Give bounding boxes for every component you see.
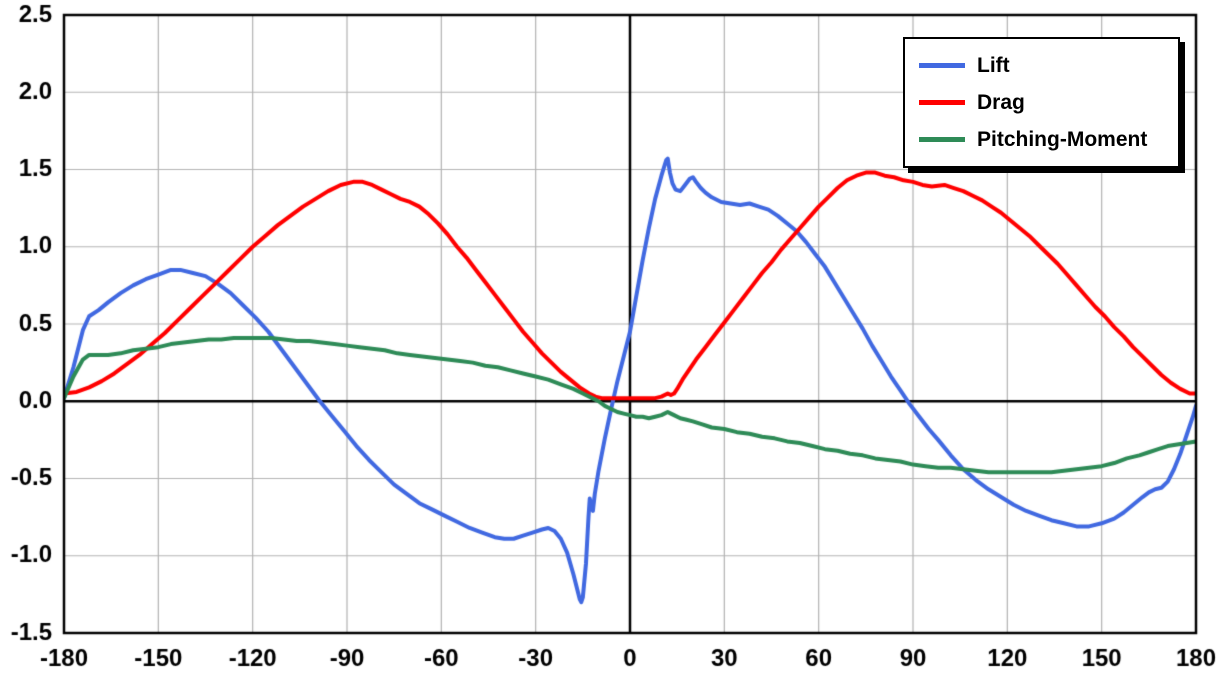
- legend-label-pitching-moment: Pitching-Moment: [977, 127, 1148, 151]
- legend-item-pitching-moment: Pitching-Moment: [905, 121, 1178, 158]
- legend-label-drag: Drag: [977, 90, 1025, 114]
- drag-line-swatch: [919, 100, 965, 105]
- chart-legend: Lift Drag Pitching-Moment: [903, 37, 1180, 168]
- legend-item-drag: Drag: [905, 84, 1178, 121]
- lift-line-swatch: [919, 63, 965, 68]
- legend-item-lift: Lift: [905, 47, 1178, 84]
- pitching-moment-line-swatch: [919, 137, 965, 142]
- legend-label-lift: Lift: [977, 53, 1010, 77]
